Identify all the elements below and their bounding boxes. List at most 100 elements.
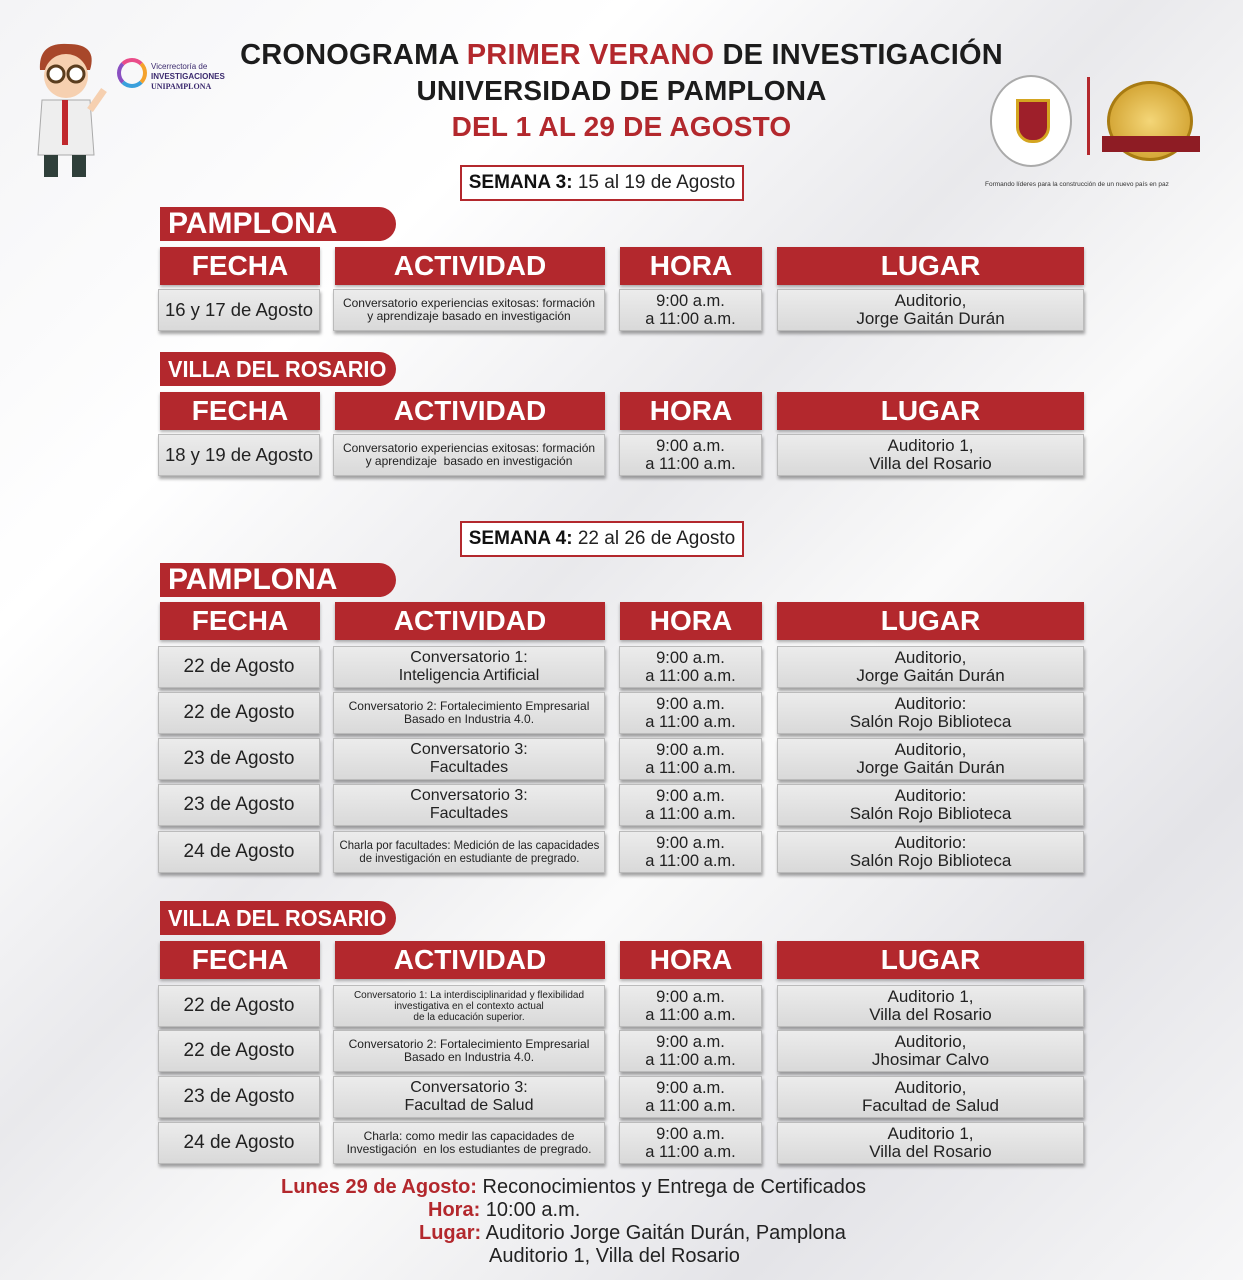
- cell-text: 23 de Agosto: [183, 748, 295, 769]
- table-cell-lugar: Auditorio, Jhosimar Calvo: [777, 1030, 1084, 1072]
- campus-tab: VILLA DEL ROSARIO: [160, 352, 396, 386]
- table-cell-actividad: Conversatorio 3: Facultades: [333, 784, 605, 826]
- footer-value: Auditorio Jorge Gaitán Durán, Pamplona: [481, 1222, 846, 1244]
- column-header-actividad: ACTIVIDAD: [335, 247, 605, 285]
- table-cell-hora: 9:00 a.m. a 11:00 a.m.: [619, 289, 762, 331]
- week-label: SEMANA 4:: [468, 528, 573, 549]
- table-cell-hora: 9:00 a.m. a 11:00 a.m.: [619, 738, 762, 780]
- table-cell-fecha: 23 de Agosto: [158, 738, 320, 780]
- column-header-actividad: ACTIVIDAD: [335, 602, 605, 640]
- week-label-box: SEMANA 4: 22 al 26 de Agosto: [460, 521, 744, 557]
- table-cell-hora: 9:00 a.m. a 11:00 a.m.: [619, 434, 762, 476]
- cell-text: 22 de Agosto: [183, 656, 295, 677]
- cell-text: 22 de Agosto: [183, 702, 295, 723]
- footer-value: 10:00 a.m.: [480, 1199, 581, 1221]
- table-cell-fecha: 24 de Agosto: [158, 1122, 320, 1164]
- cell-text: 9:00 a.m. a 11:00 a.m.: [645, 292, 736, 328]
- column-header-fecha: FECHA: [160, 247, 320, 285]
- table-cell-hora: 9:00 a.m. a 11:00 a.m.: [619, 1122, 762, 1164]
- table-cell-lugar: Auditorio 1, Villa del Rosario: [777, 985, 1084, 1027]
- table-cell-fecha: 23 de Agosto: [158, 784, 320, 826]
- column-header-lugar: LUGAR: [777, 247, 1084, 285]
- week-label-box: SEMANA 3: 15 al 19 de Agosto: [460, 165, 744, 201]
- cell-text: 16 y 17 de Agosto: [164, 299, 314, 320]
- campus-name: VILLA DEL ROSARIO: [168, 905, 387, 931]
- table-cell-hora: 9:00 a.m. a 11:00 a.m.: [619, 692, 762, 734]
- column-header-hora: HORA: [620, 602, 762, 640]
- cell-text: Auditorio: Salón Rojo Biblioteca: [849, 833, 1012, 870]
- table-cell-fecha: 23 de Agosto: [158, 1076, 320, 1118]
- cell-text: 9:00 a.m. a 11:00 a.m.: [645, 1033, 736, 1069]
- cell-text: Conversatorio experiencias exitosas: for…: [342, 296, 596, 323]
- campus-tab: VILLA DEL ROSARIO: [160, 901, 396, 935]
- vicerrectoria-ring-icon: [117, 58, 147, 88]
- table-cell-fecha: 22 de Agosto: [158, 985, 320, 1027]
- table-cell-lugar: Auditorio, Jorge Gaitán Durán: [777, 646, 1084, 688]
- title-line-3: DEL 1 AL 29 DE AGOSTO: [451, 111, 792, 142]
- table-cell-actividad: Conversatorio 3: Facultades: [333, 738, 605, 780]
- table-cell-fecha: 22 de Agosto: [158, 646, 320, 688]
- cell-text: Auditorio, Jhosimar Calvo: [871, 1032, 990, 1069]
- footer-label: Lunes 29 de Agosto:: [281, 1176, 477, 1198]
- cell-text: Conversatorio 3: Facultades: [410, 787, 528, 822]
- table-cell-actividad: Conversatorio 1: Inteligencia Artificial: [333, 646, 605, 688]
- table-cell-fecha: 22 de Agosto: [158, 1030, 320, 1072]
- footer-label: Lugar:: [419, 1222, 482, 1244]
- table-cell-hora: 9:00 a.m. a 11:00 a.m.: [619, 646, 762, 688]
- logo-text: Vicerrectoría de: [151, 62, 208, 71]
- cell-text: 9:00 a.m. a 11:00 a.m.: [645, 787, 736, 823]
- vicerrectoria-logo: Vicerrectoría de INVESTIGACIONES UNIPAMP…: [105, 50, 245, 94]
- cell-text: Auditorio, Jorge Gaitán Durán: [856, 291, 1005, 328]
- cell-text: Conversatorio 1: Inteligencia Artificial: [398, 649, 540, 684]
- logo-text: UNIPAMPLONA: [151, 82, 212, 91]
- title-line-1: CRONOGRAMA PRIMER VERANO DE INVESTIGACIÓ…: [0, 38, 1243, 72]
- logo-text: INVESTIGACIONES: [151, 72, 225, 81]
- table-cell-actividad: Conversatorio 2: Fortalecimiento Empresa…: [333, 1030, 605, 1072]
- campus-tab: PAMPLONA: [160, 207, 396, 241]
- column-header-fecha: FECHA: [160, 392, 320, 430]
- cell-text: Auditorio 1, Villa del Rosario: [869, 1124, 992, 1161]
- cell-text: 24 de Agosto: [183, 841, 295, 862]
- column-header-lugar: LUGAR: [777, 392, 1084, 430]
- title-part: DE INVESTIGACIÓN: [714, 39, 1003, 71]
- cell-text: Conversatorio experiencias exitosas: for…: [342, 441, 596, 468]
- footer-lugar-2: Auditorio 1, Villa del Rosario: [489, 1245, 740, 1267]
- cell-text: Auditorio, Jorge Gaitán Durán: [856, 740, 1005, 777]
- table-cell-lugar: Auditorio: Salón Rojo Biblioteca: [777, 784, 1084, 826]
- cell-text: 23 de Agosto: [183, 1086, 295, 1107]
- cell-text: Charla: como medir las capacidades de In…: [346, 1129, 592, 1156]
- table-cell-actividad: Conversatorio 3: Facultad de Salud: [333, 1076, 605, 1118]
- column-header-hora: HORA: [620, 941, 762, 979]
- table-cell-actividad: Conversatorio 1: La interdisciplinaridad…: [333, 985, 605, 1027]
- cell-text: 22 de Agosto: [183, 995, 295, 1016]
- campus-name: VILLA DEL ROSARIO: [168, 356, 387, 382]
- cell-text: 9:00 a.m. a 11:00 a.m.: [645, 437, 736, 473]
- university-seals: Formando líderes para la construcción de…: [985, 75, 1200, 195]
- table-cell-hora: 9:00 a.m. a 11:00 a.m.: [619, 985, 762, 1027]
- table-cell-actividad: Conversatorio 2: Fortalecimiento Empresa…: [333, 692, 605, 734]
- table-cell-hora: 9:00 a.m. a 11:00 a.m.: [619, 784, 762, 826]
- footer-date: Lunes 29 de Agosto: Reconocimientos y En…: [281, 1176, 866, 1198]
- table-cell-lugar: Auditorio, Facultad de Salud: [777, 1076, 1084, 1118]
- title-part: CRONOGRAMA: [240, 39, 467, 71]
- cell-text: Conversatorio 1: La interdisciplinaridad…: [353, 989, 585, 1023]
- column-header-lugar: LUGAR: [777, 941, 1084, 979]
- table-cell-actividad: Charla: como medir las capacidades de In…: [333, 1122, 605, 1164]
- table-cell-lugar: Auditorio 1, Villa del Rosario: [777, 434, 1084, 476]
- table-cell-hora: 9:00 a.m. a 11:00 a.m.: [619, 1076, 762, 1118]
- cell-text: Charla por facultades: Medición de las c…: [339, 838, 599, 865]
- cell-text: 24 de Agosto: [183, 1132, 295, 1153]
- table-cell-fecha: 18 y 19 de Agosto: [158, 434, 320, 476]
- cell-text: 23 de Agosto: [183, 794, 295, 815]
- slogan-text: Formando líderes para la construcción de…: [985, 181, 1169, 188]
- table-cell-lugar: Auditorio, Jorge Gaitán Durán: [777, 738, 1084, 780]
- footer-label: Hora:: [428, 1199, 481, 1221]
- column-header-hora: HORA: [620, 392, 762, 430]
- table-cell-fecha: 24 de Agosto: [158, 831, 320, 873]
- table-cell-fecha: 22 de Agosto: [158, 692, 320, 734]
- table-cell-actividad: Conversatorio experiencias exitosas: for…: [333, 434, 605, 476]
- cell-text: 9:00 a.m. a 11:00 a.m.: [645, 741, 736, 777]
- cell-text: Auditorio, Jorge Gaitán Durán: [856, 648, 1005, 685]
- campus-name: PAMPLONA: [168, 207, 338, 240]
- table-cell-actividad: Conversatorio experiencias exitosas: for…: [333, 289, 605, 331]
